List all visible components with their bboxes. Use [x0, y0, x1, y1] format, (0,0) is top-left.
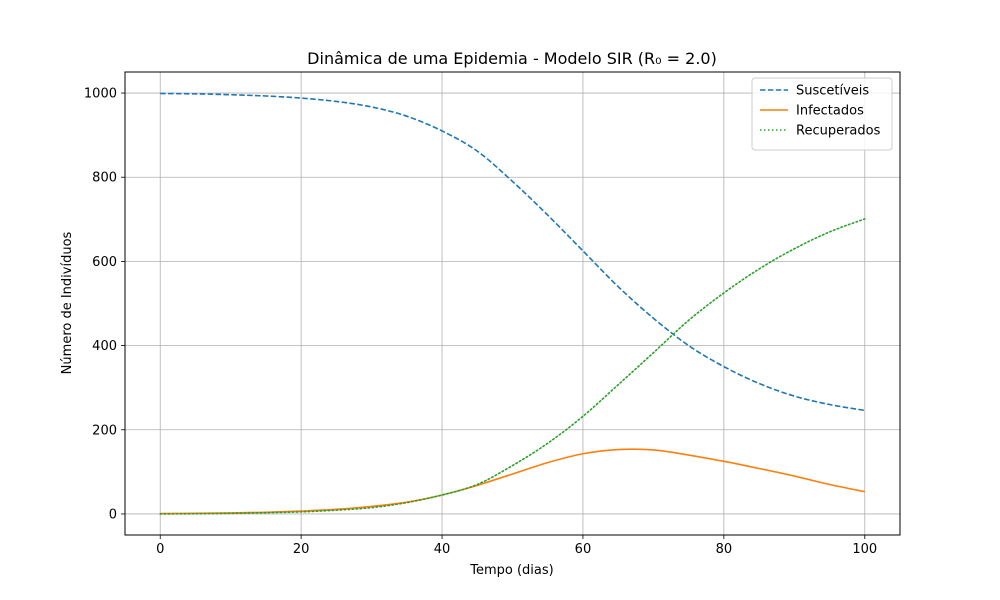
- legend-box: [751, 77, 893, 151]
- y-tick-label: 600: [92, 255, 117, 270]
- legend: Suscetíveis Infectados Recuperados: [751, 77, 893, 151]
- legend-label-0: Suscetíveis: [796, 84, 869, 99]
- x-tick-label: 60: [575, 542, 592, 557]
- legend-label-2: Recuperados: [796, 124, 881, 139]
- y-tick-label: 0: [109, 507, 117, 522]
- y-axis-title: Número de Indivíduos: [60, 231, 75, 374]
- legend-label-1: Infectados: [796, 104, 864, 119]
- x-axis-ticks: 0 20 40 60 80 100: [156, 535, 877, 557]
- y-tick-label: 1000: [84, 87, 117, 102]
- y-tick-label: 400: [92, 339, 117, 354]
- series-line-0: [160, 92, 865, 412]
- y-tick-label: 200: [92, 423, 117, 438]
- chart-title: Dinâmica de uma Epidemia - Modelo SIR (R…: [307, 49, 717, 68]
- x-tick-label: 20: [293, 542, 310, 557]
- x-tick-label: 40: [434, 542, 451, 557]
- plot-frame: [124, 71, 901, 536]
- series-layer: [159, 92, 866, 515]
- x-tick-label: 100: [852, 542, 877, 557]
- y-axis-ticks: 0 200 400 600 800 1000: [84, 87, 125, 522]
- y-tick-label: 800: [92, 171, 117, 186]
- series-line-2: [159, 218, 866, 515]
- x-axis-title: Tempo (dias): [469, 563, 553, 578]
- x-tick-label: 0: [156, 542, 164, 557]
- x-tick-label: 80: [716, 542, 733, 557]
